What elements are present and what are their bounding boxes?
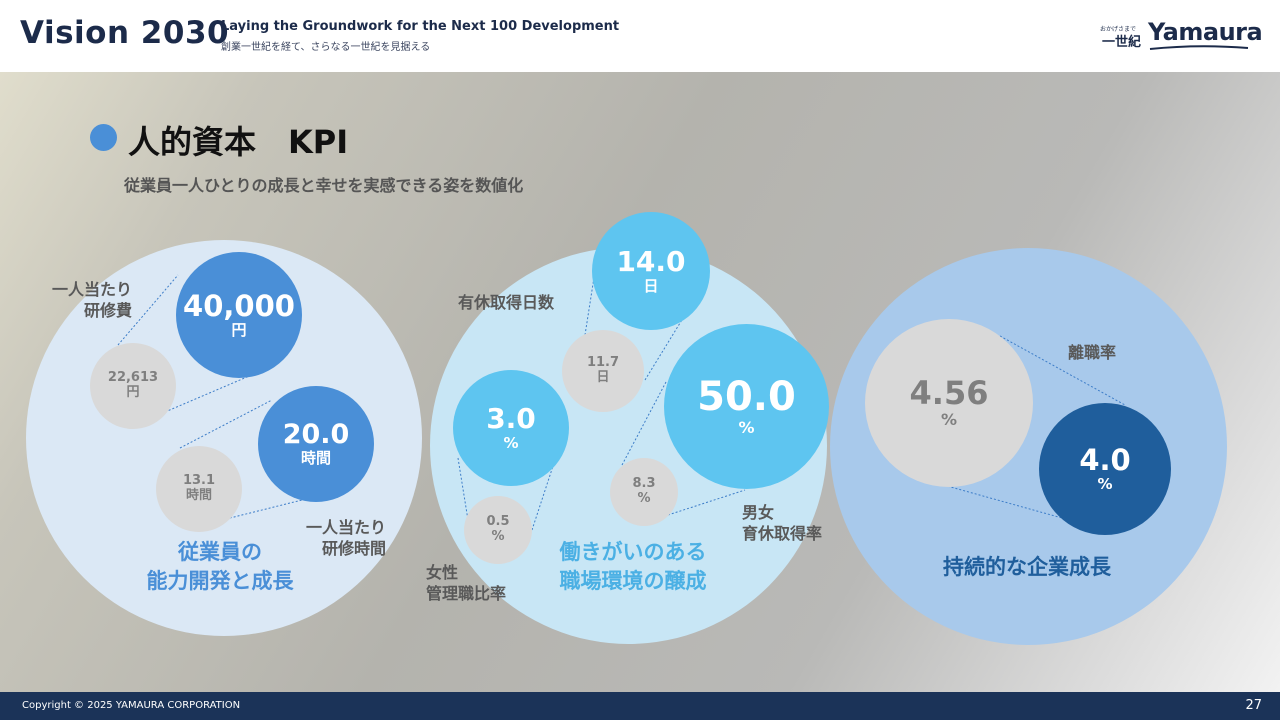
- female-mgmt-current-unit: %: [491, 529, 505, 545]
- training-hours-target-value: 20.0: [282, 418, 350, 450]
- logo-subtext: おかげさまで: [1100, 26, 1137, 33]
- training-hours-current-value: 13.1: [182, 473, 216, 489]
- parental-leave-target-value: 50.0: [697, 373, 796, 420]
- paid-leave-current-value: 11.7: [586, 355, 620, 371]
- label-training-cost: 一人当たり 研修費: [52, 280, 133, 320]
- header-bar: Vision 2030 Laying the Groundwork for th…: [0, 0, 1280, 72]
- copyright-text: Copyright © 2025 YAMAURA CORPORATION: [22, 700, 241, 711]
- section-title: 人的資本 KPI: [128, 123, 349, 161]
- training-hours-current-unit: 時間: [185, 488, 212, 504]
- turnover-current-unit: %: [940, 410, 958, 430]
- group-sustainable-title: 持続的な企業成長: [943, 555, 1111, 579]
- label-female-mgmt: 女性 管理職比率: [426, 563, 507, 603]
- label-paid-leave-days: 有休取得日数: [458, 293, 555, 312]
- kpi-training-hours-target: 20.0 時間: [258, 386, 374, 502]
- group-workplace-title: 働きがいのある 職場環境の醸成: [559, 540, 707, 594]
- paid-leave-target-value: 14.0: [616, 245, 686, 279]
- kpi-turnover-current: 4.56 %: [865, 319, 1033, 487]
- vision-title: Vision 2030: [20, 15, 230, 51]
- training-cost-current-unit: 円: [126, 385, 140, 401]
- kpi-parental-leave-target: 50.0 %: [664, 324, 829, 489]
- parental-leave-current-value: 8.3: [632, 476, 656, 492]
- footer-bar: Copyright © 2025 YAMAURA CORPORATION 27: [0, 692, 1280, 720]
- parental-leave-target-unit: %: [738, 417, 755, 437]
- kpi-training-cost-target: 40,000 円: [176, 252, 302, 378]
- turnover-target-unit: %: [1097, 475, 1113, 494]
- group-capability-title: 従業員の 能力開発と成長: [146, 540, 294, 594]
- kpi-training-hours-current: 13.1 時間: [156, 446, 242, 532]
- section-bullet-icon: [90, 124, 117, 151]
- company-logo: Yamaura: [1148, 18, 1263, 46]
- female-mgmt-target-value: 3.0: [486, 402, 536, 436]
- female-mgmt-current-value: 0.5: [486, 514, 510, 530]
- parental-leave-current-unit: %: [637, 491, 651, 507]
- turnover-target-value: 4.0: [1079, 442, 1131, 477]
- label-training-hours: 一人当たり 研修時間: [306, 518, 387, 558]
- training-cost-target-unit: 円: [231, 321, 247, 340]
- kpi-training-cost-current: 22,613 円: [90, 343, 176, 429]
- logo-swoosh-icon: [1149, 45, 1249, 50]
- training-cost-current-value: 22,613: [107, 370, 159, 386]
- training-cost-target-value: 40,000: [183, 288, 295, 323]
- logo-mark: 一世紀: [1102, 35, 1142, 50]
- tagline-english: Laying the Groundwork for the Next 100 D…: [221, 19, 620, 34]
- female-mgmt-target-unit: %: [503, 433, 519, 452]
- paid-leave-target-unit: 日: [643, 276, 659, 295]
- section-subtitle: 従業員一人ひとりの成長と幸せを実感できる姿を数値化: [124, 176, 524, 195]
- page-number: 27: [1245, 698, 1262, 713]
- kpi-female-mgmt-current: 0.5 %: [464, 496, 532, 564]
- training-hours-target-unit: 時間: [300, 449, 331, 468]
- paid-leave-current-unit: 日: [596, 370, 610, 386]
- kpi-paid-leave-target: 14.0 日: [592, 212, 710, 330]
- label-turnover: 離職率: [1068, 343, 1117, 362]
- kpi-parental-leave-current: 8.3 %: [610, 458, 678, 526]
- turnover-current-value: 4.56: [909, 373, 989, 412]
- tagline-japanese: 創業一世紀を経て、さらなる一世紀を見据える: [221, 42, 431, 53]
- kpi-turnover-target: 4.0 %: [1039, 403, 1171, 535]
- label-parental-leave: 男女 育休取得率: [742, 503, 823, 543]
- kpi-female-mgmt-target: 3.0 %: [453, 370, 569, 486]
- kpi-paid-leave-current: 11.7 日: [562, 330, 644, 412]
